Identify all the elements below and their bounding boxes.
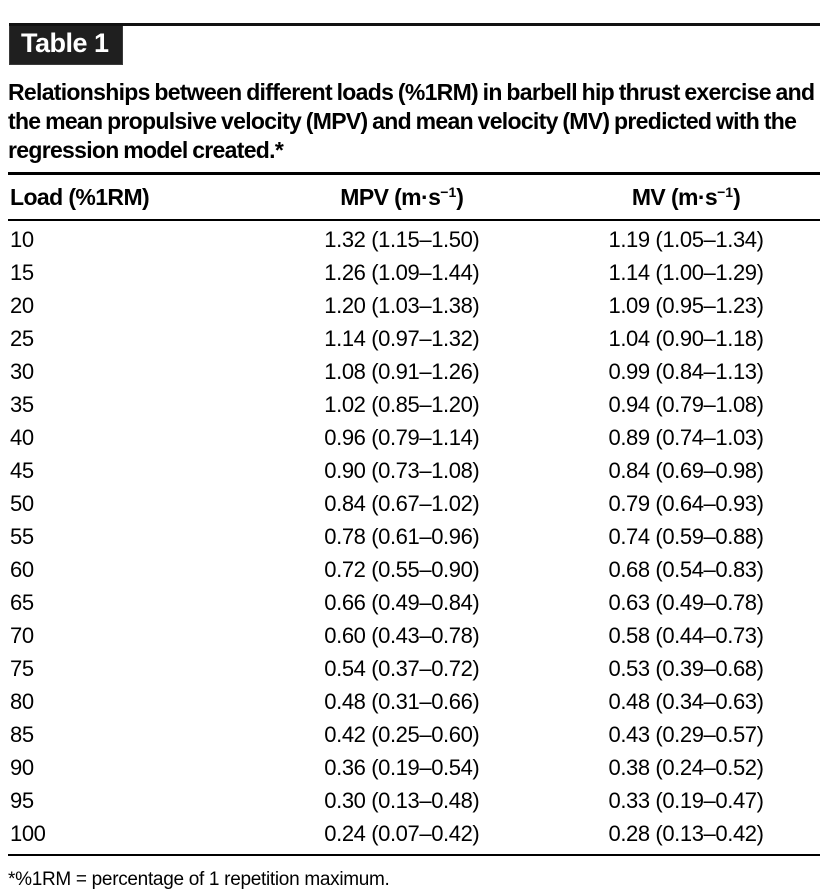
top-rule [9,23,820,26]
column-header-mpv: MPV (m·s−1) [251,173,553,221]
load-cell: 55 [10,524,34,549]
table-row: 55 0.78 (0.61–0.96) 0.74 (0.59–0.88) [8,521,820,554]
mpv-cell: 0.90 (0.73–1.08) [324,458,480,483]
mpv-cell: 0.66 (0.49–0.84) [324,590,480,615]
mpv-unit-superscript: −1 [440,184,457,200]
mpv-unit-close-paren: ) [456,184,464,210]
mv-cell: 0.99 (0.84–1.13) [608,359,764,384]
mpv-unit-text: MPV (m·s [340,184,441,210]
table-row: 65 0.66 (0.49–0.84) 0.63 (0.49–0.78) [8,587,820,620]
table-row: 20 1.20 (1.03–1.38) 1.09 (0.95–1.23) [8,290,820,323]
mv-cell: 0.38 (0.24–0.52) [608,755,764,780]
table-row: 15 1.26 (1.09–1.44) 1.14 (1.00–1.29) [8,257,820,290]
mv-cell: 0.43 (0.29–0.57) [608,722,764,747]
table-row: 40 0.96 (0.79–1.14) 0.89 (0.74–1.03) [8,422,820,455]
mpv-cell: 0.72 (0.55–0.90) [324,557,480,582]
mpv-cell: 0.48 (0.31–0.66) [324,689,480,714]
load-cell: 30 [10,359,34,384]
table-badge: Table 1 [9,26,123,65]
table-row: 85 0.42 (0.25–0.60) 0.43 (0.29–0.57) [8,719,820,752]
header-row: Load (%1RM) MPV (m·s−1) MV (m·s−1) [8,173,820,221]
table-row: 10 1.32 (1.15–1.50) 1.19 (1.05–1.34) [8,220,820,257]
mv-unit-superscript: −1 [717,184,734,200]
table-badge-label: Table 1 [21,28,109,58]
table-row: 100 0.24 (0.07–0.42) 0.28 (0.13–0.42) [8,818,820,855]
mpv-cell: 1.20 (1.03–1.38) [324,293,480,318]
load-cell: 25 [10,326,34,351]
mv-cell: 0.48 (0.34–0.63) [608,689,764,714]
load-cell: 65 [10,590,34,615]
mv-cell: 0.68 (0.54–0.83) [608,557,764,582]
table-row: 35 1.02 (0.85–1.20) 0.94 (0.79–1.08) [8,389,820,422]
load-cell: 75 [10,656,34,681]
mpv-cell: 0.78 (0.61–0.96) [324,524,480,549]
mv-cell: 0.33 (0.19–0.47) [608,788,764,813]
load-cell: 80 [10,689,34,714]
mv-cell: 0.58 (0.44–0.73) [608,623,764,648]
table-row: 50 0.84 (0.67–1.02) 0.79 (0.64–0.93) [8,488,820,521]
load-cell: 40 [10,425,34,450]
mpv-cell: 0.96 (0.79–1.14) [324,425,480,450]
mv-cell: 0.79 (0.64–0.93) [608,491,764,516]
mv-cell: 0.89 (0.74–1.03) [608,425,764,450]
load-cell: 95 [10,788,34,813]
mpv-cell: 1.14 (0.97–1.32) [324,326,480,351]
mv-cell: 0.94 (0.79–1.08) [608,392,764,417]
mpv-cell: 0.60 (0.43–0.78) [324,623,480,648]
load-cell: 45 [10,458,34,483]
mv-unit-close-paren: ) [733,184,741,210]
mpv-cell: 0.42 (0.25–0.60) [324,722,480,747]
mpv-cell: 0.30 (0.13–0.48) [324,788,480,813]
mv-cell: 1.14 (1.00–1.29) [608,260,764,285]
mv-cell: 1.19 (1.05–1.34) [608,227,764,252]
load-cell: 60 [10,557,34,582]
load-cell: 70 [10,623,34,648]
table-row: 90 0.36 (0.19–0.54) 0.38 (0.24–0.52) [8,752,820,785]
mv-cell: 0.74 (0.59–0.88) [608,524,764,549]
table-row: 80 0.48 (0.31–0.66) 0.48 (0.34–0.63) [8,686,820,719]
column-header-mv: MV (m·s−1) [552,173,820,221]
mv-cell: 0.84 (0.69–0.98) [608,458,764,483]
mv-cell: 0.28 (0.13–0.42) [608,821,764,846]
table-row: 95 0.30 (0.13–0.48) 0.33 (0.19–0.47) [8,785,820,818]
table-body: 10 1.32 (1.15–1.50) 1.19 (1.05–1.34) 15 1.2… [8,220,820,855]
load-cell: 20 [10,293,34,318]
mpv-cell: 0.84 (0.67–1.02) [324,491,480,516]
mpv-cell: 0.36 (0.19–0.54) [324,755,480,780]
load-cell: 100 [10,821,46,846]
load-cell: 15 [10,260,34,285]
mv-unit-text: MV (m·s [631,184,718,210]
table-row: 30 1.08 (0.91–1.26) 0.99 (0.84–1.13) [8,356,820,389]
load-cell: 90 [10,755,34,780]
table-row: 60 0.72 (0.55–0.90) 0.68 (0.54–0.83) [8,554,820,587]
table-title: Relationships between different loads (%… [8,79,815,163]
load-cell: 10 [10,227,34,252]
mv-cell: 0.53 (0.39–0.68) [608,656,764,681]
table-row: 25 1.14 (0.97–1.32) 1.04 (0.90–1.18) [8,323,820,356]
table-row: 75 0.54 (0.37–0.72) 0.53 (0.39–0.68) [8,653,820,686]
mpv-cell: 0.24 (0.07–0.42) [324,821,480,846]
mpv-cell: 1.26 (1.09–1.44) [324,260,480,285]
mv-cell: 0.63 (0.49–0.78) [608,590,764,615]
mpv-cell: 0.54 (0.37–0.72) [324,656,480,681]
data-table: Load (%1RM) MPV (m·s−1) MV (m·s−1) 10 1.3… [8,172,820,856]
load-cell: 35 [10,392,34,417]
table-row: 45 0.90 (0.73–1.08) 0.84 (0.69–0.98) [8,455,820,488]
table-header: Load (%1RM) MPV (m·s−1) MV (m·s−1) [8,173,820,221]
mpv-cell: 1.08 (0.91–1.26) [324,359,480,384]
mpv-cell: 1.02 (0.85–1.20) [324,392,480,417]
mpv-cell: 1.32 (1.15–1.50) [324,227,480,252]
mv-cell: 1.09 (0.95–1.23) [608,293,764,318]
column-header-load: Load (%1RM) [8,173,252,221]
load-cell: 50 [10,491,34,516]
table-row: 70 0.60 (0.43–0.78) 0.58 (0.44–0.73) [8,620,820,653]
table-footnote: *%1RM = percentage of 1 repetition maxim… [8,869,390,890]
load-cell: 85 [10,722,34,747]
mv-cell: 1.04 (0.90–1.18) [608,326,764,351]
